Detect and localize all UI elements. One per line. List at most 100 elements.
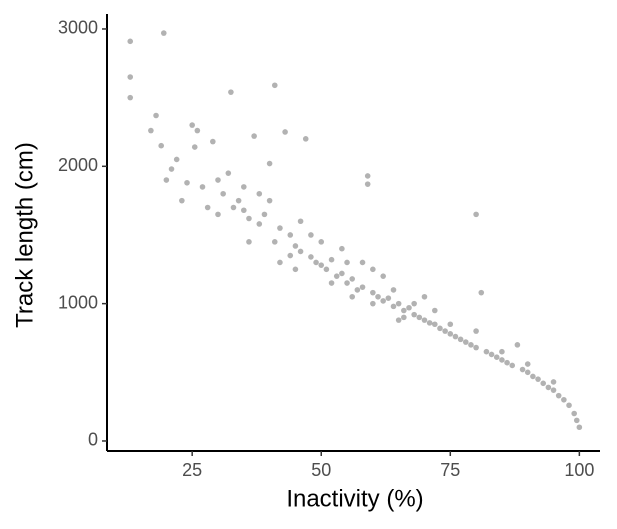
point: [566, 402, 572, 409]
point: [302, 136, 309, 142]
point: [344, 259, 350, 266]
point: [555, 392, 562, 399]
point: [189, 122, 195, 128]
point: [462, 339, 469, 345]
point: [514, 342, 521, 348]
point: [499, 357, 505, 363]
point: [411, 311, 417, 318]
point: [354, 287, 361, 293]
point: [349, 293, 356, 300]
point: [524, 361, 531, 367]
point: [395, 317, 402, 323]
point: [344, 280, 350, 286]
point: [215, 211, 221, 218]
point: [158, 142, 165, 149]
point: [199, 184, 206, 190]
point: [313, 259, 319, 266]
point: [519, 366, 526, 373]
point: [271, 82, 278, 89]
y-tick-label: 3000: [58, 18, 98, 38]
point: [148, 127, 154, 134]
point: [235, 197, 242, 204]
point: [447, 331, 454, 337]
point: [318, 262, 325, 268]
point: [473, 211, 479, 218]
point: [524, 369, 531, 376]
point: [339, 270, 345, 277]
point: [225, 170, 232, 176]
point: [370, 289, 376, 296]
point: [230, 204, 237, 211]
point: [380, 273, 386, 279]
point: [447, 321, 454, 328]
point: [550, 379, 557, 385]
point: [308, 232, 314, 238]
point: [153, 112, 159, 119]
point: [220, 190, 226, 197]
point: [380, 298, 386, 304]
point: [168, 166, 175, 172]
point: [282, 129, 288, 135]
point: [432, 307, 438, 314]
point: [370, 300, 376, 307]
y-tick-label: 2000: [58, 155, 98, 175]
point: [571, 410, 577, 417]
point: [545, 384, 552, 391]
point: [318, 239, 325, 245]
point: [478, 289, 485, 296]
point: [364, 181, 371, 187]
point: [328, 256, 335, 263]
point: [530, 373, 536, 380]
point: [127, 74, 134, 80]
point: [204, 204, 211, 211]
point: [473, 344, 479, 351]
point: [323, 266, 330, 273]
point: [297, 218, 304, 225]
point: [127, 38, 134, 45]
y-tick-label: 0: [88, 430, 98, 450]
point: [160, 30, 167, 36]
point: [256, 190, 263, 197]
point: [437, 325, 443, 332]
point: [401, 314, 407, 321]
point: [246, 215, 252, 222]
point: [277, 225, 283, 231]
point: [416, 314, 423, 321]
point: [395, 300, 402, 307]
point: [576, 424, 583, 431]
point: [215, 177, 221, 183]
x-tick-label: 25: [182, 460, 202, 480]
point: [421, 293, 428, 300]
point: [261, 211, 268, 218]
point: [406, 304, 412, 311]
point: [184, 179, 190, 186]
point: [297, 248, 304, 255]
point: [179, 197, 185, 204]
point: [287, 232, 294, 238]
point: [364, 173, 371, 179]
point: [194, 127, 201, 134]
point: [375, 293, 381, 300]
point: [228, 89, 234, 95]
point: [287, 252, 294, 259]
point: [333, 273, 340, 279]
x-tick-label: 50: [311, 460, 331, 480]
point: [442, 328, 448, 334]
y-tick-label: 1000: [58, 292, 98, 312]
point: [573, 417, 580, 424]
point: [292, 266, 299, 273]
point: [191, 144, 198, 150]
point: [390, 303, 397, 310]
point: [432, 321, 438, 328]
point: [401, 307, 407, 314]
point: [359, 259, 366, 266]
point: [390, 287, 397, 293]
point: [385, 295, 392, 301]
point: [468, 342, 474, 348]
point: [163, 177, 170, 183]
point: [292, 243, 299, 249]
point: [452, 333, 459, 340]
point: [488, 351, 495, 358]
